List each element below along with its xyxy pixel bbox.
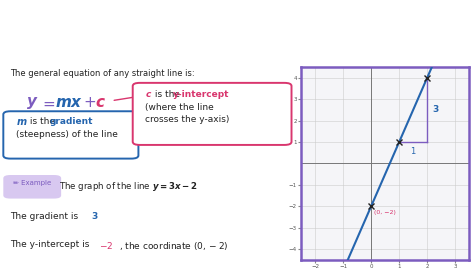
Text: THIRD SPACE
LEARNING: THIRD SPACE LEARNING <box>412 244 447 255</box>
Circle shape <box>397 255 404 258</box>
FancyBboxPatch shape <box>3 175 61 199</box>
Text: $\bfit{y}$: $\bfit{y}$ <box>26 95 38 111</box>
Text: is the: is the <box>27 117 58 126</box>
Text: $\bfit{c}$: $\bfit{c}$ <box>145 90 152 99</box>
Text: The graph of the line $\bfit{y} = \mathbf{3}\bfit{x} - \mathbf{2}$: The graph of the line $\bfit{y} = \mathb… <box>59 180 198 193</box>
Text: , the coordinate $(0, -2)$: , the coordinate $(0, -2)$ <box>119 240 229 252</box>
FancyBboxPatch shape <box>3 111 138 159</box>
Text: (0, −2): (0, −2) <box>374 210 396 215</box>
Text: The general equation of any straight line is:: The general equation of any straight lin… <box>10 69 195 78</box>
Text: The y-intercept is: The y-intercept is <box>10 240 93 249</box>
Text: 3: 3 <box>432 105 438 114</box>
Text: 1: 1 <box>410 147 416 157</box>
Text: $=$: $=$ <box>40 95 56 110</box>
Text: (steepness) of the line: (steepness) of the line <box>16 129 118 139</box>
Text: $\bfit{c}$: $\bfit{c}$ <box>95 95 106 110</box>
FancyBboxPatch shape <box>133 83 292 145</box>
Text: $+$: $+$ <box>83 95 96 110</box>
Text: crosses the y-axis): crosses the y-axis) <box>145 116 229 124</box>
Circle shape <box>397 247 404 251</box>
Text: The gradient is: The gradient is <box>10 212 82 221</box>
Text: y-intercept: y-intercept <box>173 90 229 99</box>
Text: $\bfit{mx}$: $\bfit{mx}$ <box>55 95 82 110</box>
Text: is the: is the <box>152 90 182 99</box>
Text: gradient: gradient <box>49 117 93 126</box>
Text: (where the line: (where the line <box>145 103 213 112</box>
Text: $-2$: $-2$ <box>99 240 113 251</box>
Text: 3: 3 <box>91 212 98 221</box>
Text: ✏ Example: ✏ Example <box>13 180 52 186</box>
Text: $\bfit{m}$: $\bfit{m}$ <box>16 117 27 127</box>
Circle shape <box>403 247 410 251</box>
Text: $y = mx + c$: $y = mx + c$ <box>19 17 143 42</box>
